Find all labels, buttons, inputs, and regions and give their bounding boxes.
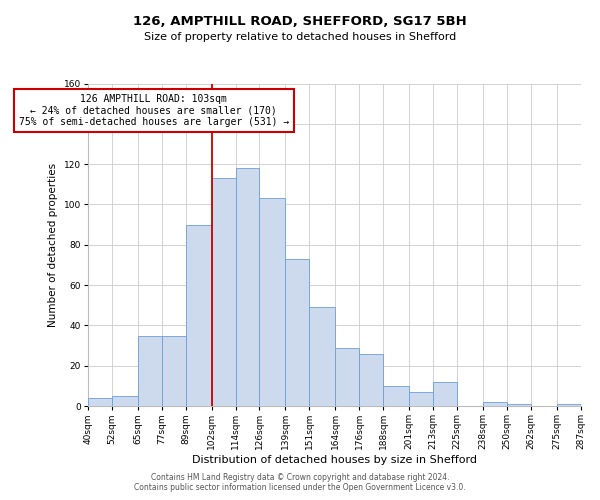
Bar bbox=[212, 178, 236, 406]
Bar bbox=[483, 402, 507, 406]
Bar bbox=[186, 224, 212, 406]
Bar bbox=[507, 404, 530, 406]
X-axis label: Distribution of detached houses by size in Shefford: Distribution of detached houses by size … bbox=[192, 455, 477, 465]
Text: Contains HM Land Registry data © Crown copyright and database right 2024.
Contai: Contains HM Land Registry data © Crown c… bbox=[134, 473, 466, 492]
Text: 126 AMPTHILL ROAD: 103sqm
← 24% of detached houses are smaller (170)
75% of semi: 126 AMPTHILL ROAD: 103sqm ← 24% of detac… bbox=[19, 94, 289, 127]
Bar bbox=[138, 336, 162, 406]
Bar bbox=[335, 348, 359, 406]
Bar bbox=[286, 259, 310, 406]
Bar bbox=[259, 198, 286, 406]
Bar bbox=[433, 382, 457, 406]
Bar bbox=[359, 354, 383, 406]
Bar bbox=[236, 168, 259, 406]
Bar bbox=[310, 308, 335, 406]
Bar bbox=[88, 398, 112, 406]
Y-axis label: Number of detached properties: Number of detached properties bbox=[48, 163, 58, 327]
Text: Size of property relative to detached houses in Shefford: Size of property relative to detached ho… bbox=[144, 32, 456, 42]
Bar bbox=[162, 336, 186, 406]
Bar bbox=[557, 404, 581, 406]
Bar bbox=[409, 392, 433, 406]
Text: 126, AMPTHILL ROAD, SHEFFORD, SG17 5BH: 126, AMPTHILL ROAD, SHEFFORD, SG17 5BH bbox=[133, 15, 467, 28]
Bar bbox=[383, 386, 409, 406]
Bar bbox=[112, 396, 138, 406]
